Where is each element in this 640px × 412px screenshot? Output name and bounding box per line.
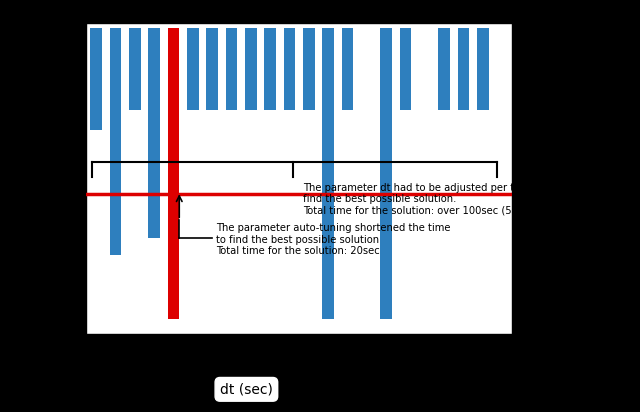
Bar: [148, 28, 160, 238]
Bar: [187, 28, 198, 110]
Bar: [245, 28, 257, 110]
Bar: [323, 28, 334, 319]
Bar: [400, 28, 412, 110]
Text: The parameter auto-tuning shortened the time
to find the best possible solution
: The parameter auto-tuning shortened the …: [216, 223, 451, 256]
Bar: [380, 28, 392, 319]
Bar: [264, 28, 276, 110]
Bar: [168, 28, 179, 319]
Bar: [303, 28, 315, 110]
Bar: [458, 28, 470, 110]
Bar: [477, 28, 489, 110]
Text: dt (sec): dt (sec): [220, 382, 273, 396]
Bar: [342, 28, 353, 110]
Bar: [226, 28, 237, 110]
Bar: [206, 28, 218, 110]
Bar: [90, 28, 102, 130]
Text: The parameter dt had to be adjusted per trial to
find the best possible solution: The parameter dt had to be adjusted per …: [303, 183, 556, 216]
Text: Evaluated value of the target function: Evaluated value of the target function: [10, 64, 22, 290]
Bar: [284, 28, 295, 110]
Bar: [109, 28, 121, 255]
Bar: [438, 28, 450, 110]
Bar: [129, 28, 141, 110]
